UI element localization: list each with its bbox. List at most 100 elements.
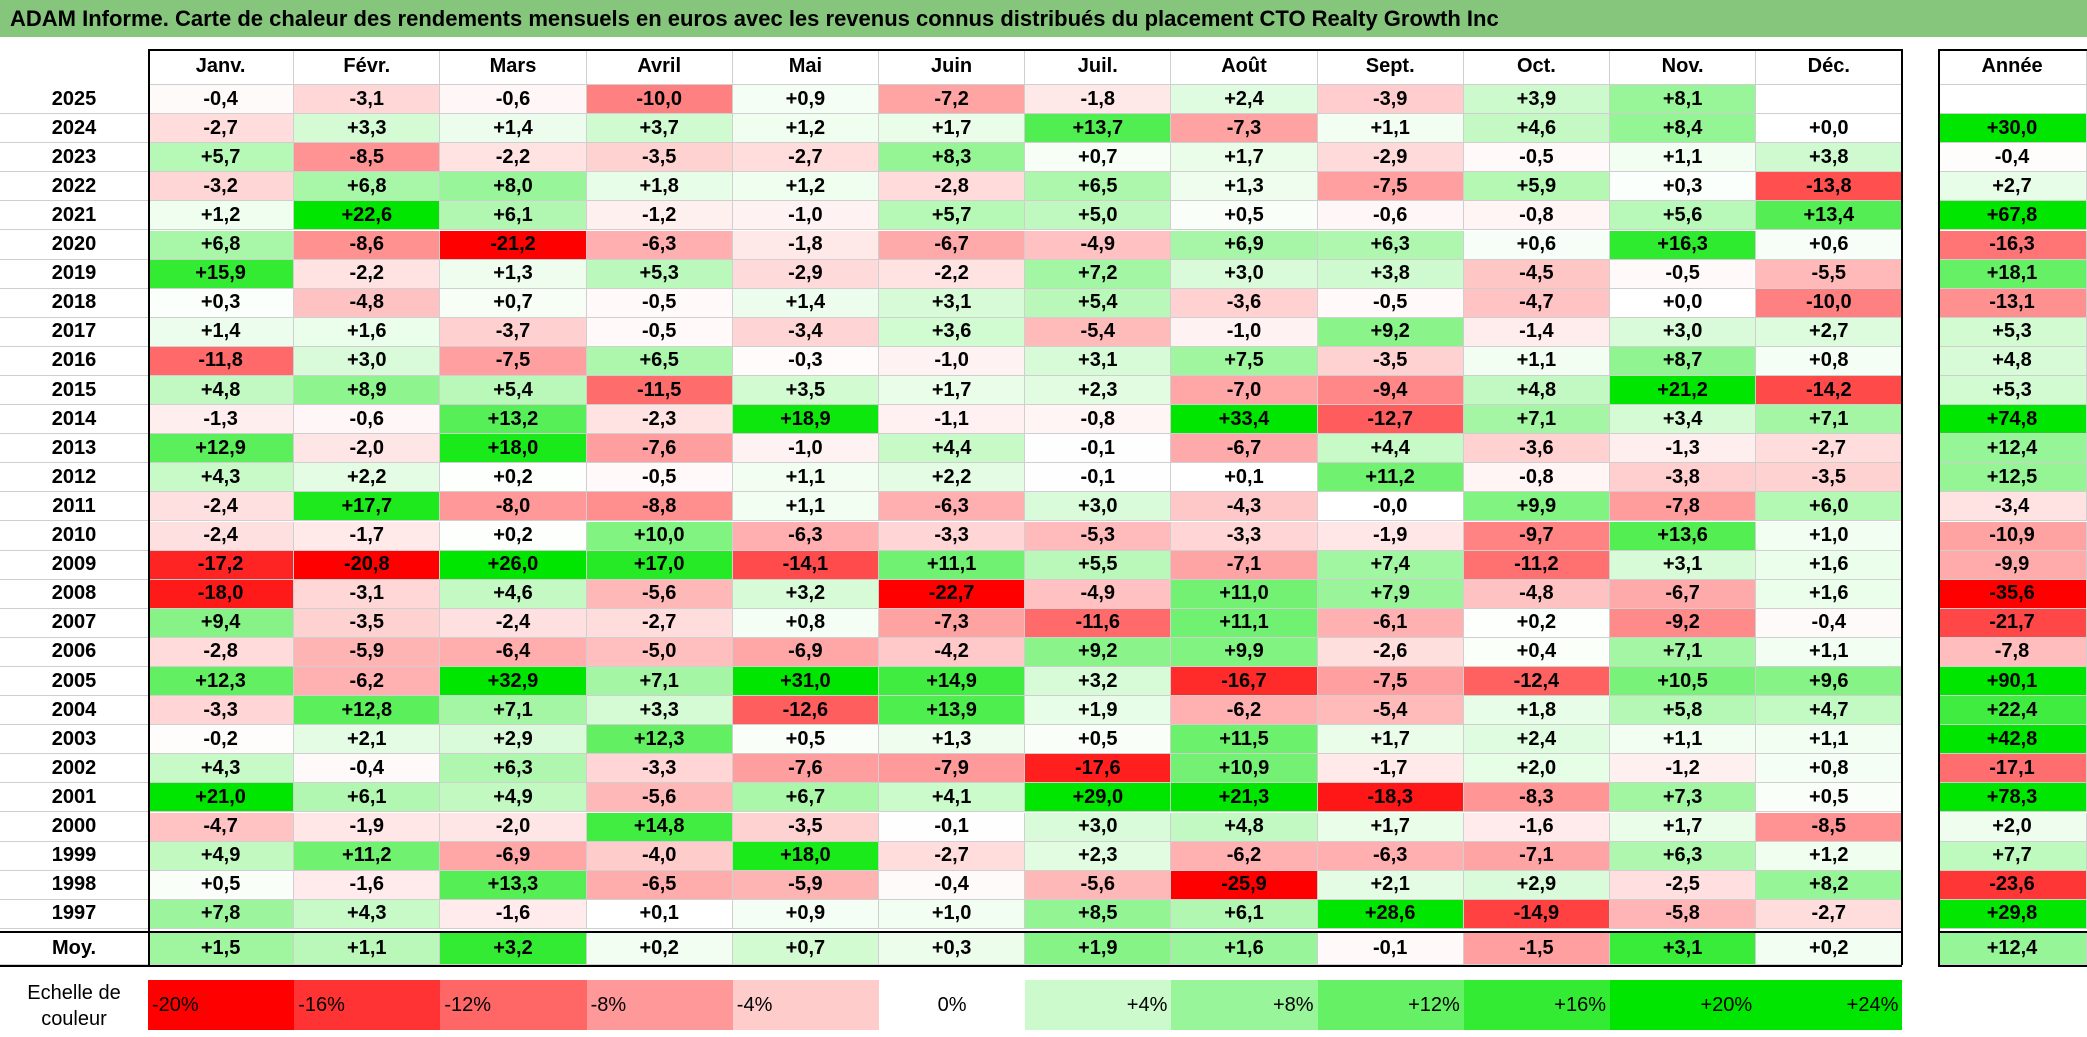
heatmap-cell: +5,7: [148, 143, 295, 173]
heatmap-cell: +0,2: [440, 521, 587, 551]
heatmap-cell: -12,4: [1463, 667, 1610, 697]
heatmap-cell: +3,4: [1610, 405, 1757, 435]
heatmap-cell: -5,5: [1756, 259, 1903, 289]
heatmap-cell: +11,1: [879, 550, 1026, 580]
heatmap-cell: +1,0: [879, 899, 1026, 929]
heatmap-cell: -0,1: [1025, 434, 1172, 464]
column-header: Oct.: [1463, 49, 1610, 85]
heatmap-cell: +22,6: [294, 201, 441, 231]
heatmap-cell: +1,3: [1171, 172, 1318, 202]
annual-cell: -7,8: [1938, 637, 2087, 667]
heatmap-cell: +1,1: [1756, 725, 1903, 755]
heatmap-cell: -3,5: [294, 608, 441, 638]
row-year-label: 1999: [0, 841, 148, 871]
row-year-label: 2006: [0, 637, 148, 667]
heatmap-cell: +13,7: [1025, 114, 1172, 144]
heatmap-cell: +3,0: [1171, 259, 1318, 289]
heatmap-cell: +2,4: [1463, 725, 1610, 755]
heatmap-cell: +0,5: [1025, 725, 1172, 755]
heatmap-cell: +9,6: [1756, 667, 1903, 697]
heatmap-cell: +13,2: [440, 405, 587, 435]
row-year-label: 2024: [0, 114, 148, 144]
annual-cell: +67,8: [1938, 201, 2087, 231]
heatmap-cell: +1,2: [732, 114, 879, 144]
annual-cell: +74,8: [1938, 405, 2087, 435]
heatmap-cell: +9,2: [1025, 637, 1172, 667]
heatmap-cell: +18,0: [440, 434, 587, 464]
average-cell: +0,3: [879, 932, 1026, 965]
row-year-label: 2018: [0, 288, 148, 318]
color-scale-step: -12%: [440, 980, 587, 1030]
heatmap-cell: +17,7: [294, 492, 441, 522]
heatmap-cell: +0,5: [1171, 201, 1318, 231]
heatmap-cell: +0,8: [1756, 754, 1903, 784]
heatmap-cell: -3,6: [1463, 434, 1610, 464]
heatmap-cell: +4,8: [1463, 376, 1610, 406]
heatmap-cell: -0,5: [1610, 259, 1757, 289]
heatmap-cell: -7,5: [1317, 172, 1464, 202]
heatmap-cell: +0,8: [1756, 346, 1903, 376]
heatmap-cell: +2,2: [879, 463, 1026, 493]
heatmap-cell: -6,3: [586, 230, 733, 260]
heatmap-cell: -14,9: [1463, 899, 1610, 929]
heatmap-cell: +6,1: [1171, 899, 1318, 929]
heatmap-cell: -7,5: [440, 346, 587, 376]
heatmap-cell: +2,9: [440, 725, 587, 755]
heatmap-cell: -0,6: [1317, 201, 1464, 231]
heatmap-cell: -10,0: [1756, 288, 1903, 318]
heatmap-cell: -8,6: [294, 230, 441, 260]
heatmap-cell: -1,0: [732, 434, 879, 464]
heatmap-cell: +10,5: [1610, 667, 1757, 697]
heatmap-cell: -0,6: [294, 405, 441, 435]
heatmap-cell: -4,9: [1025, 579, 1172, 609]
heatmap-cell: +12,3: [586, 725, 733, 755]
heatmap-cell: -14,2: [1756, 376, 1903, 406]
heatmap-cell: +3,0: [1025, 812, 1172, 842]
heatmap-cell: +1,3: [879, 725, 1026, 755]
color-scale-step: -8%: [586, 980, 733, 1030]
heatmap-cell: +0,5: [148, 870, 295, 900]
heatmap-cell: -1,7: [1317, 754, 1464, 784]
heatmap-cell: -3,1: [294, 85, 441, 115]
heatmap-cell: -3,3: [879, 521, 1026, 551]
page-title: ADAM Informe. Carte de chaleur des rende…: [0, 0, 2087, 37]
heatmap-cell: -4,5: [1463, 259, 1610, 289]
heatmap-cell: +0,0: [1610, 288, 1757, 318]
average-cell: -1,5: [1463, 932, 1610, 965]
heatmap-cell: -1,0: [1171, 317, 1318, 347]
heatmap-cell: -11,5: [586, 376, 733, 406]
row-year-label: 1997: [0, 899, 148, 929]
heatmap-cell: -3,4: [732, 317, 879, 347]
heatmap-cell: +8,9: [294, 376, 441, 406]
heatmap-cell: +1,7: [879, 114, 1026, 144]
annual-cell: +42,8: [1938, 725, 2087, 755]
heatmap-cell: -0,3: [732, 346, 879, 376]
heatmap-cell: +1,1: [732, 492, 879, 522]
heatmap-cell: -2,7: [148, 114, 295, 144]
heatmap-cell: +0,6: [1756, 230, 1903, 260]
heatmap-cell: -8,0: [440, 492, 587, 522]
heatmap-cell: +1,7: [1610, 812, 1757, 842]
heatmap-cell: -8,5: [294, 143, 441, 173]
heatmap-cell: -1,0: [879, 346, 1026, 376]
heatmap-cell: +32,9: [440, 667, 587, 697]
heatmap-cell: +5,4: [440, 376, 587, 406]
heatmap-cell: -7,1: [1171, 550, 1318, 580]
annual-cell: -35,6: [1938, 579, 2087, 609]
heatmap-cell: -1,3: [1610, 434, 1757, 464]
heatmap-cell: -6,1: [1317, 608, 1464, 638]
heatmap-cell: +1,8: [1463, 696, 1610, 726]
heatmap-cell: -18,0: [148, 579, 295, 609]
row-year-label: 2007: [0, 608, 148, 638]
annual-cell: +12,5: [1938, 463, 2087, 493]
row-year-label: 2010: [0, 521, 148, 551]
annual-cell: -3,4: [1938, 492, 2087, 522]
row-year-label: 2022: [0, 172, 148, 202]
average-cell: +0,2: [1756, 932, 1903, 965]
heatmap-cell: -4,8: [1463, 579, 1610, 609]
heatmap-cell: +12,9: [148, 434, 295, 464]
heatmap-cell: -20,8: [294, 550, 441, 580]
heatmap-cell: -1,9: [294, 812, 441, 842]
heatmap-cell: -0,4: [1756, 608, 1903, 638]
heatmap-cell: -1,8: [732, 230, 879, 260]
